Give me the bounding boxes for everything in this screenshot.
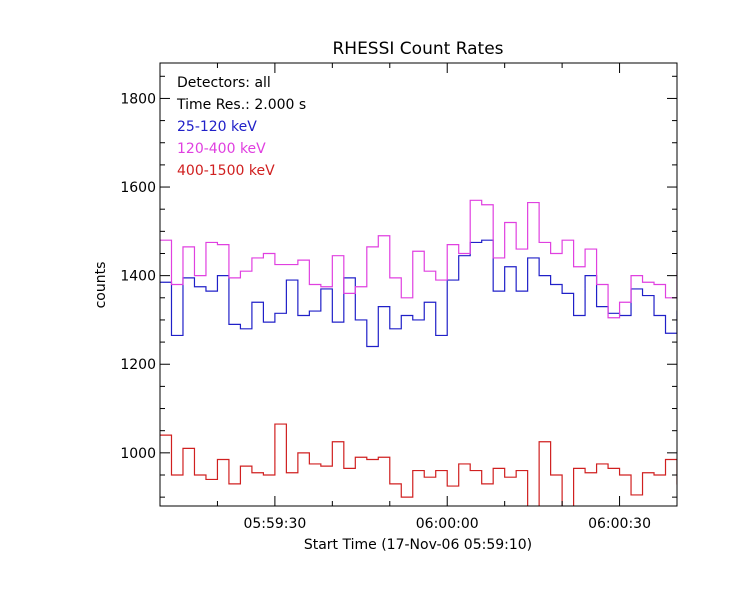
series-line-1 — [160, 239, 677, 348]
y-tick-label: 1800 — [120, 91, 156, 107]
x-tick-label: 06:00:00 — [416, 516, 479, 532]
chart-title: RHESSI Count Rates — [332, 39, 503, 59]
legend: Detectors: all Time Res.: 2.000 s 25-120 k… — [176, 75, 306, 179]
y-tick-label: 1600 — [120, 180, 156, 196]
series-line-2 — [160, 199, 677, 319]
legend-entry: Time Res.: 2.000 s — [176, 97, 306, 113]
x-tick-label: 06:00:30 — [588, 516, 651, 532]
legend-entry: Detectors: all — [177, 75, 271, 91]
plot-frame — [159, 62, 678, 507]
y-axis-label: counts — [93, 262, 109, 309]
legend-entry: 25-120 keV — [177, 119, 257, 135]
legend-entry: 120-400 keV — [177, 141, 266, 157]
y-tick-label: 1000 — [120, 446, 156, 462]
x-axis-label: Start Time (17-Nov-06 05:59:10) — [304, 537, 532, 553]
y-tick-label: 1400 — [120, 269, 156, 285]
y-tick-label: 1200 — [120, 357, 156, 373]
series-line-3 — [160, 423, 677, 506]
x-tick-label: 05:59:30 — [243, 516, 306, 532]
legend-entry: 400-1500 keV — [177, 163, 275, 179]
